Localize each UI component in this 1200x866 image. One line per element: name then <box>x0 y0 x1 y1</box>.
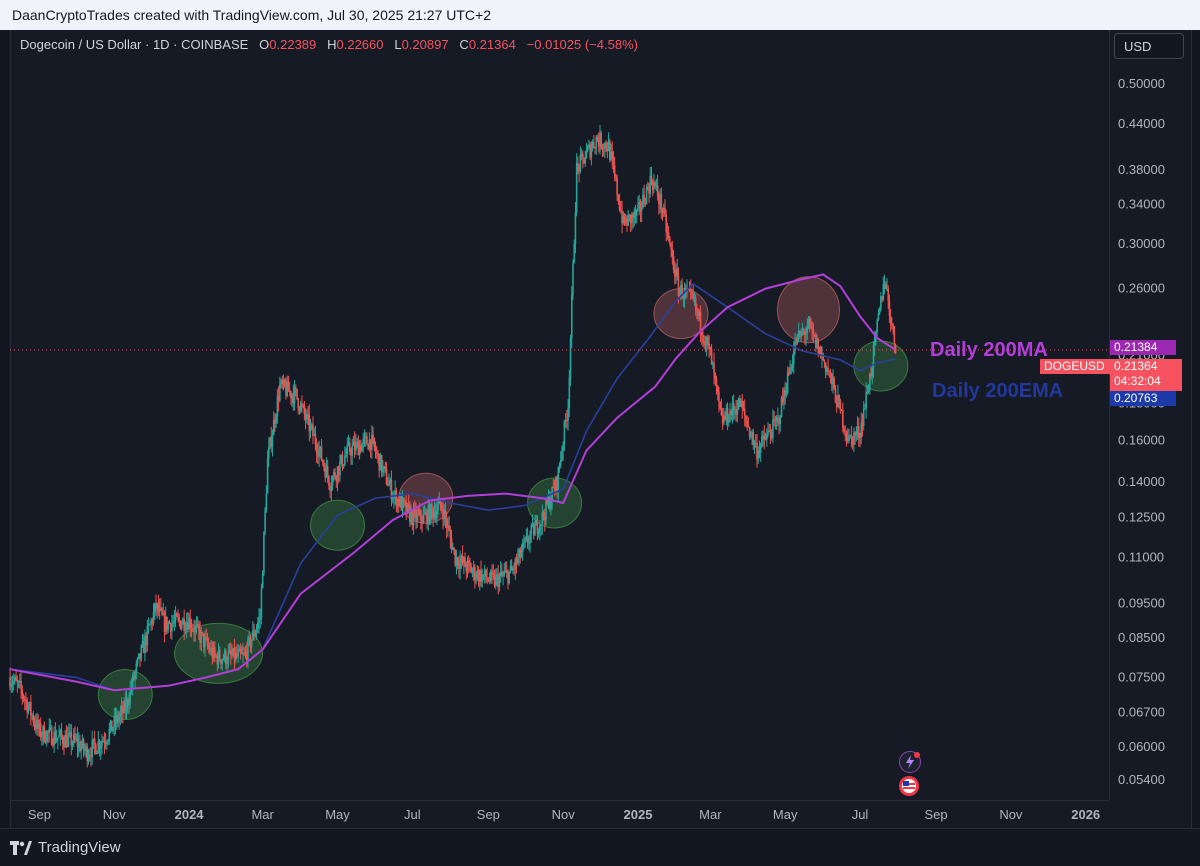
ma-price-tag: 0.21384 <box>1110 340 1176 355</box>
low-label: L <box>394 37 402 52</box>
footer-logo-text: TradingView <box>38 839 121 856</box>
us-flag-icon[interactable] <box>899 776 919 796</box>
currency-button[interactable]: USD <box>1114 33 1184 59</box>
y-axis-separator <box>1109 30 1110 800</box>
close-value: 0.21364 <box>468 37 516 52</box>
high-label: H <box>327 37 337 52</box>
ema-annotation: Daily 200EMA <box>932 380 1064 402</box>
ma-annotation: Daily 200MA <box>930 339 1048 361</box>
symbol-tag: DOGEUSD <box>1040 359 1110 374</box>
header-bar: DaanCryptoTrades created with TradingVie… <box>0 0 1200 30</box>
ema-price-tag: 0.20763 <box>1110 391 1176 406</box>
footer-bar <box>0 828 1200 866</box>
header-title: DaanCryptoTrades created with TradingVie… <box>12 7 491 23</box>
footer-logo[interactable]: TradingView <box>10 839 121 856</box>
chart-frame[interactable] <box>10 30 1192 828</box>
high-value: 0.22660 <box>336 37 384 52</box>
bolt-icon[interactable] <box>899 751 921 773</box>
tradingview-icon <box>10 840 32 855</box>
close-label: C <box>459 37 469 52</box>
ohlc-legend: Dogecoin / US Dollar · 1D · COINBASE O0.… <box>20 37 638 52</box>
bolt-glyph <box>906 752 920 769</box>
low-value: 0.20897 <box>401 37 449 52</box>
last-price-tag: 0.21364 04:32:04 <box>1110 359 1182 391</box>
change-value: −0.01025 (−4.58%) <box>526 37 638 52</box>
symbol-title[interactable]: Dogecoin / US Dollar · 1D · COINBASE <box>20 37 249 52</box>
open-value: 0.22389 <box>269 37 317 52</box>
last-price-value: 0.21364 <box>1114 359 1158 373</box>
open-label: O <box>259 37 270 52</box>
x-axis-separator <box>10 800 1109 801</box>
flag-glyph <box>902 779 916 793</box>
countdown-value: 04:32:04 <box>1114 374 1161 388</box>
